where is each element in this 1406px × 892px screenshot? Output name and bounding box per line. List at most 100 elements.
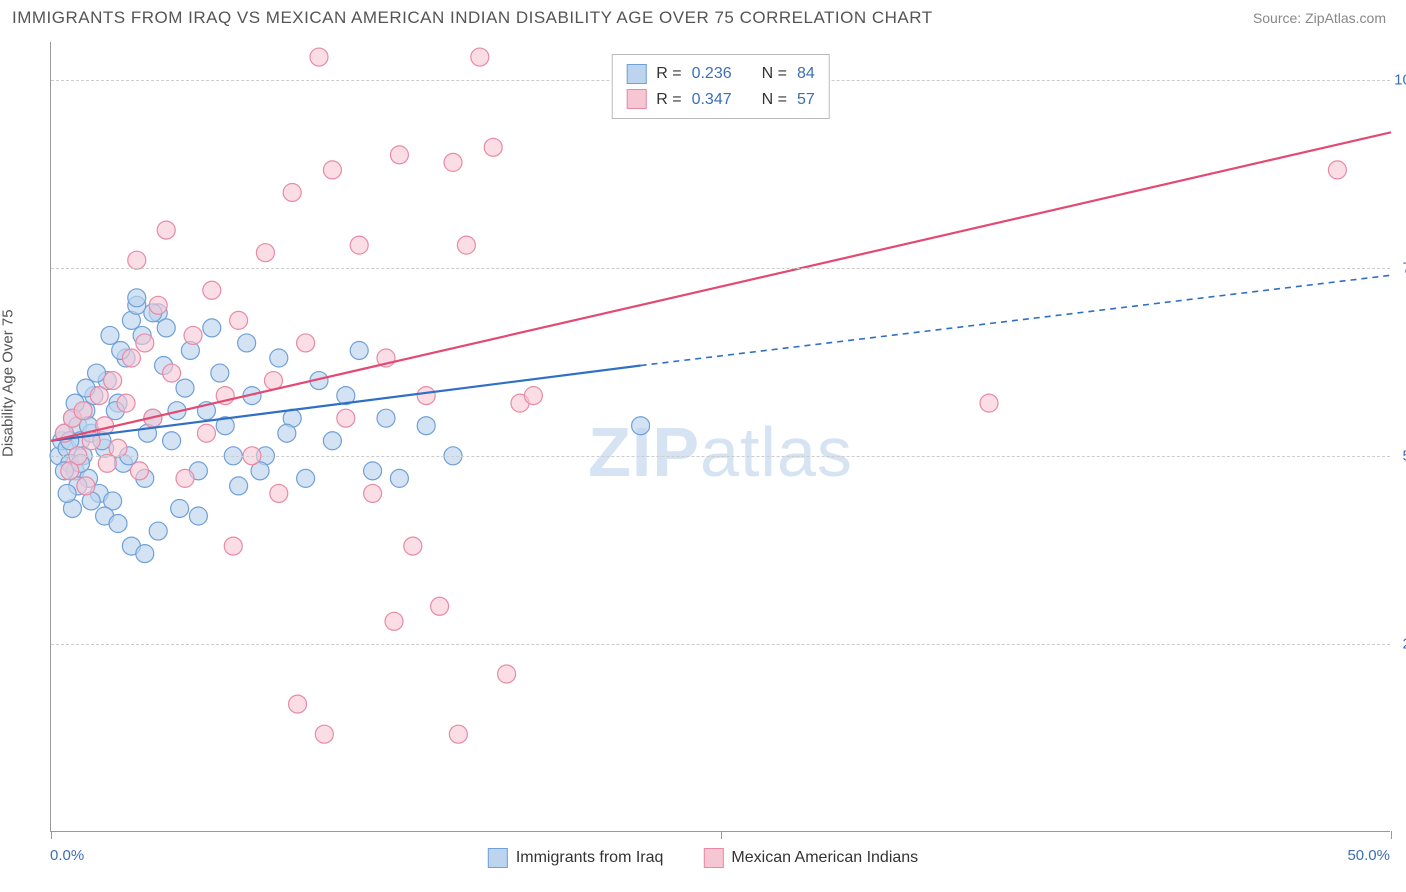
data-point [224,537,242,555]
data-point [449,725,467,743]
data-point [58,484,76,502]
data-point [270,349,288,367]
legend-n-value: 84 [797,61,815,87]
data-point [350,341,368,359]
data-point [176,379,194,397]
data-point [197,424,215,442]
data-point [498,665,516,683]
x-tick [721,831,722,839]
data-point [323,161,341,179]
data-point [211,364,229,382]
data-point [157,221,175,239]
data-point [350,236,368,254]
x-tick [1391,831,1392,839]
x-axis-end-label: 50.0% [1347,847,1390,864]
data-point [297,469,315,487]
data-point [283,183,301,201]
data-point [457,236,475,254]
data-point [130,462,148,480]
legend-r-value: 0.236 [692,61,732,87]
legend-swatch [626,64,646,84]
trend-line [51,366,641,441]
plot-area: ZIPatlas 25.0%50.0%75.0%100.0%R =0.236N … [50,42,1390,832]
data-point [184,326,202,344]
x-axis-start-label: 0.0% [50,847,84,864]
chart-source: Source: ZipAtlas.com [1253,10,1386,26]
data-point [203,319,221,337]
data-point [77,477,95,495]
legend-stats-row: R = 0.347 N = 57 [626,87,815,113]
legend-series-item: Mexican American Indians [703,848,918,868]
data-point [163,364,181,382]
data-point [337,409,355,427]
data-point [230,477,248,495]
data-point [444,153,462,171]
data-point [149,522,167,540]
data-point [390,146,408,164]
data-point [417,417,435,435]
legend-n-value: 57 [797,87,815,113]
data-point [136,334,154,352]
legend-series-label: Immigrants from Iraq [516,849,664,867]
data-point [524,387,542,405]
data-point [315,725,333,743]
data-point [256,244,274,262]
data-point [471,48,489,66]
data-point [404,537,422,555]
data-point [88,364,106,382]
y-axis-title: Disability Age Over 75 [0,309,17,457]
trend-line [51,132,1391,440]
legend-r-label: R = [656,61,681,87]
data-point [74,402,92,420]
gridline [51,456,1390,457]
data-point [323,432,341,450]
data-point [377,409,395,427]
data-point [157,319,175,337]
legend-swatch [626,89,646,109]
chart-title: IMMIGRANTS FROM IRAQ VS MEXICAN AMERICAN… [12,8,933,28]
plot-svg [51,42,1390,831]
data-point [189,507,207,525]
legend-series-item: Immigrants from Iraq [488,848,664,868]
legend-r-label: R = [656,87,681,113]
y-tick-label: 25.0% [1402,635,1406,652]
legend-swatch [488,848,508,868]
data-point [136,545,154,563]
gridline [51,644,1390,645]
data-point [264,372,282,390]
data-point [171,499,189,517]
legend-n-label: N = [762,61,787,87]
data-point [270,484,288,502]
data-point [61,462,79,480]
data-point [109,515,127,533]
data-point [390,469,408,487]
data-point [149,296,167,314]
data-point [297,334,315,352]
data-point [364,484,382,502]
trend-line-dashed [641,275,1391,365]
data-point [203,281,221,299]
data-point [128,289,146,307]
data-point [109,439,127,457]
data-point [163,432,181,450]
data-point [980,394,998,412]
legend-r-value: 0.347 [692,87,732,113]
gridline [51,268,1390,269]
legend-stats: R = 0.236 N = 84 R = 0.347 N = 57 [611,54,830,119]
data-point [417,387,435,405]
x-tick [51,831,52,839]
data-point [289,695,307,713]
data-point [90,387,108,405]
chart-header: IMMIGRANTS FROM IRAQ VS MEXICAN AMERICAN… [0,0,1406,32]
data-point [484,138,502,156]
data-point [98,454,116,472]
legend-series-label: Mexican American Indians [731,849,918,867]
data-point [122,349,140,367]
legend-bottom: Immigrants from Iraq Mexican American Ind… [488,848,918,868]
legend-n-label: N = [762,87,787,113]
legend-swatch [703,848,723,868]
y-tick-label: 75.0% [1402,259,1406,276]
data-point [101,326,119,344]
data-point [117,394,135,412]
data-point [238,334,256,352]
